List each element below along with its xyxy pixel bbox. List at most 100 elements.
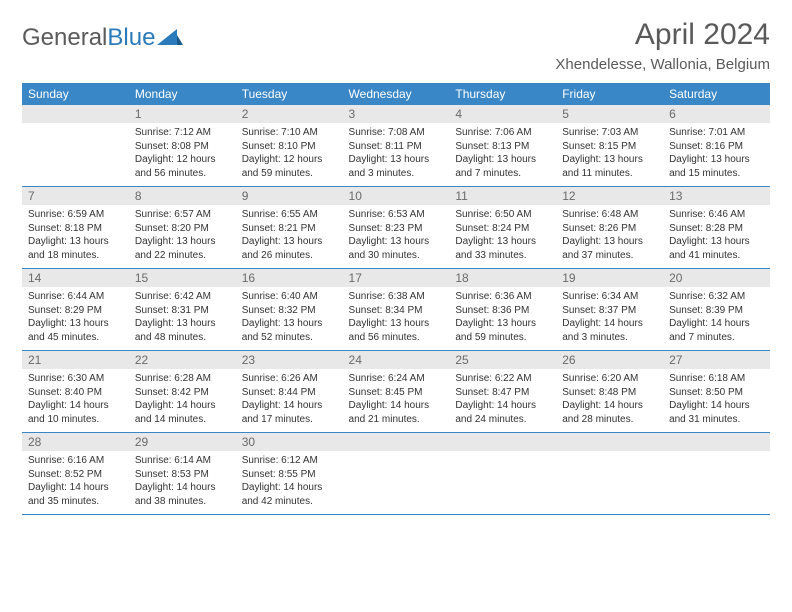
day-cell: 11Sunrise: 6:50 AMSunset: 8:24 PMDayligh… <box>449 187 556 269</box>
day-body: Sunrise: 6:26 AMSunset: 8:44 PMDaylight:… <box>236 369 343 432</box>
daylight-text: Daylight: 14 hours and 7 minutes. <box>669 317 764 344</box>
day-number: 25 <box>449 351 556 369</box>
day-body <box>343 451 450 509</box>
sunrise-text: Sunrise: 6:57 AM <box>135 208 230 222</box>
day-cell: 15Sunrise: 6:42 AMSunset: 8:31 PMDayligh… <box>129 269 236 351</box>
day-body: Sunrise: 6:44 AMSunset: 8:29 PMDaylight:… <box>22 287 129 350</box>
sunset-text: Sunset: 8:28 PM <box>669 222 764 236</box>
day-number <box>663 433 770 451</box>
day-number: 29 <box>129 433 236 451</box>
day-cell: 14Sunrise: 6:44 AMSunset: 8:29 PMDayligh… <box>22 269 129 351</box>
day-body: Sunrise: 6:42 AMSunset: 8:31 PMDaylight:… <box>129 287 236 350</box>
sunrise-text: Sunrise: 6:12 AM <box>242 454 337 468</box>
sunset-text: Sunset: 8:24 PM <box>455 222 550 236</box>
day-number: 1 <box>129 105 236 123</box>
daylight-text: Daylight: 13 hours and 7 minutes. <box>455 153 550 180</box>
sunrise-text: Sunrise: 7:01 AM <box>669 126 764 140</box>
day-cell: 25Sunrise: 6:22 AMSunset: 8:47 PMDayligh… <box>449 351 556 433</box>
sunset-text: Sunset: 8:29 PM <box>28 304 123 318</box>
week-row: 7Sunrise: 6:59 AMSunset: 8:18 PMDaylight… <box>22 187 770 269</box>
day-number <box>22 105 129 123</box>
dayname-wed: Wednesday <box>343 83 450 105</box>
dayname-tue: Tuesday <box>236 83 343 105</box>
sunset-text: Sunset: 8:47 PM <box>455 386 550 400</box>
day-body: Sunrise: 6:50 AMSunset: 8:24 PMDaylight:… <box>449 205 556 268</box>
daylight-text: Daylight: 13 hours and 18 minutes. <box>28 235 123 262</box>
sunset-text: Sunset: 8:44 PM <box>242 386 337 400</box>
day-number: 4 <box>449 105 556 123</box>
day-number: 2 <box>236 105 343 123</box>
day-cell: 29Sunrise: 6:14 AMSunset: 8:53 PMDayligh… <box>129 433 236 515</box>
day-body: Sunrise: 6:18 AMSunset: 8:50 PMDaylight:… <box>663 369 770 432</box>
day-cell <box>449 433 556 515</box>
day-cell: 19Sunrise: 6:34 AMSunset: 8:37 PMDayligh… <box>556 269 663 351</box>
sunset-text: Sunset: 8:45 PM <box>349 386 444 400</box>
day-number: 28 <box>22 433 129 451</box>
daylight-text: Daylight: 14 hours and 14 minutes. <box>135 399 230 426</box>
day-cell: 27Sunrise: 6:18 AMSunset: 8:50 PMDayligh… <box>663 351 770 433</box>
day-number <box>556 433 663 451</box>
day-body <box>449 451 556 509</box>
day-number: 8 <box>129 187 236 205</box>
day-body: Sunrise: 6:22 AMSunset: 8:47 PMDaylight:… <box>449 369 556 432</box>
daylight-text: Daylight: 14 hours and 35 minutes. <box>28 481 123 508</box>
daylight-text: Daylight: 12 hours and 59 minutes. <box>242 153 337 180</box>
daylight-text: Daylight: 13 hours and 22 minutes. <box>135 235 230 262</box>
sunrise-text: Sunrise: 6:38 AM <box>349 290 444 304</box>
sunrise-text: Sunrise: 7:03 AM <box>562 126 657 140</box>
day-number <box>449 433 556 451</box>
title-block: April 2024 Xhendelesse, Wallonia, Belgiu… <box>555 18 770 73</box>
day-cell: 9Sunrise: 6:55 AMSunset: 8:21 PMDaylight… <box>236 187 343 269</box>
sunrise-text: Sunrise: 6:22 AM <box>455 372 550 386</box>
sunset-text: Sunset: 8:32 PM <box>242 304 337 318</box>
sunset-text: Sunset: 8:42 PM <box>135 386 230 400</box>
sunrise-text: Sunrise: 6:53 AM <box>349 208 444 222</box>
sunrise-text: Sunrise: 6:24 AM <box>349 372 444 386</box>
day-number: 22 <box>129 351 236 369</box>
daylight-text: Daylight: 13 hours and 48 minutes. <box>135 317 230 344</box>
sunrise-text: Sunrise: 6:30 AM <box>28 372 123 386</box>
page-title: April 2024 <box>555 18 770 52</box>
day-cell: 23Sunrise: 6:26 AMSunset: 8:44 PMDayligh… <box>236 351 343 433</box>
sunset-text: Sunset: 8:55 PM <box>242 468 337 482</box>
sunrise-text: Sunrise: 6:26 AM <box>242 372 337 386</box>
sunset-text: Sunset: 8:48 PM <box>562 386 657 400</box>
day-body: Sunrise: 7:08 AMSunset: 8:11 PMDaylight:… <box>343 123 450 186</box>
daylight-text: Daylight: 13 hours and 3 minutes. <box>349 153 444 180</box>
daylight-text: Daylight: 14 hours and 21 minutes. <box>349 399 444 426</box>
daylight-text: Daylight: 14 hours and 24 minutes. <box>455 399 550 426</box>
sunrise-text: Sunrise: 6:55 AM <box>242 208 337 222</box>
sunset-text: Sunset: 8:53 PM <box>135 468 230 482</box>
day-cell <box>663 433 770 515</box>
day-body: Sunrise: 6:16 AMSunset: 8:52 PMDaylight:… <box>22 451 129 514</box>
day-body: Sunrise: 6:48 AMSunset: 8:26 PMDaylight:… <box>556 205 663 268</box>
daylight-text: Daylight: 13 hours and 15 minutes. <box>669 153 764 180</box>
day-body: Sunrise: 6:53 AMSunset: 8:23 PMDaylight:… <box>343 205 450 268</box>
dayname-fri: Friday <box>556 83 663 105</box>
day-number: 11 <box>449 187 556 205</box>
day-body: Sunrise: 6:57 AMSunset: 8:20 PMDaylight:… <box>129 205 236 268</box>
day-body: Sunrise: 6:36 AMSunset: 8:36 PMDaylight:… <box>449 287 556 350</box>
daylight-text: Daylight: 14 hours and 42 minutes. <box>242 481 337 508</box>
week-row: 21Sunrise: 6:30 AMSunset: 8:40 PMDayligh… <box>22 351 770 433</box>
day-body: Sunrise: 7:01 AMSunset: 8:16 PMDaylight:… <box>663 123 770 186</box>
day-body: Sunrise: 7:12 AMSunset: 8:08 PMDaylight:… <box>129 123 236 186</box>
day-cell: 1Sunrise: 7:12 AMSunset: 8:08 PMDaylight… <box>129 105 236 187</box>
sunrise-text: Sunrise: 6:36 AM <box>455 290 550 304</box>
day-number: 3 <box>343 105 450 123</box>
day-body: Sunrise: 6:28 AMSunset: 8:42 PMDaylight:… <box>129 369 236 432</box>
day-number: 26 <box>556 351 663 369</box>
sunset-text: Sunset: 8:34 PM <box>349 304 444 318</box>
sunset-text: Sunset: 8:50 PM <box>669 386 764 400</box>
day-number: 21 <box>22 351 129 369</box>
day-body: Sunrise: 6:40 AMSunset: 8:32 PMDaylight:… <box>236 287 343 350</box>
day-cell <box>556 433 663 515</box>
daylight-text: Daylight: 14 hours and 28 minutes. <box>562 399 657 426</box>
day-body: Sunrise: 6:24 AMSunset: 8:45 PMDaylight:… <box>343 369 450 432</box>
day-cell <box>343 433 450 515</box>
day-number: 30 <box>236 433 343 451</box>
day-body: Sunrise: 7:10 AMSunset: 8:10 PMDaylight:… <box>236 123 343 186</box>
sunrise-text: Sunrise: 6:20 AM <box>562 372 657 386</box>
logo-triangle-icon <box>157 24 183 52</box>
day-cell: 8Sunrise: 6:57 AMSunset: 8:20 PMDaylight… <box>129 187 236 269</box>
